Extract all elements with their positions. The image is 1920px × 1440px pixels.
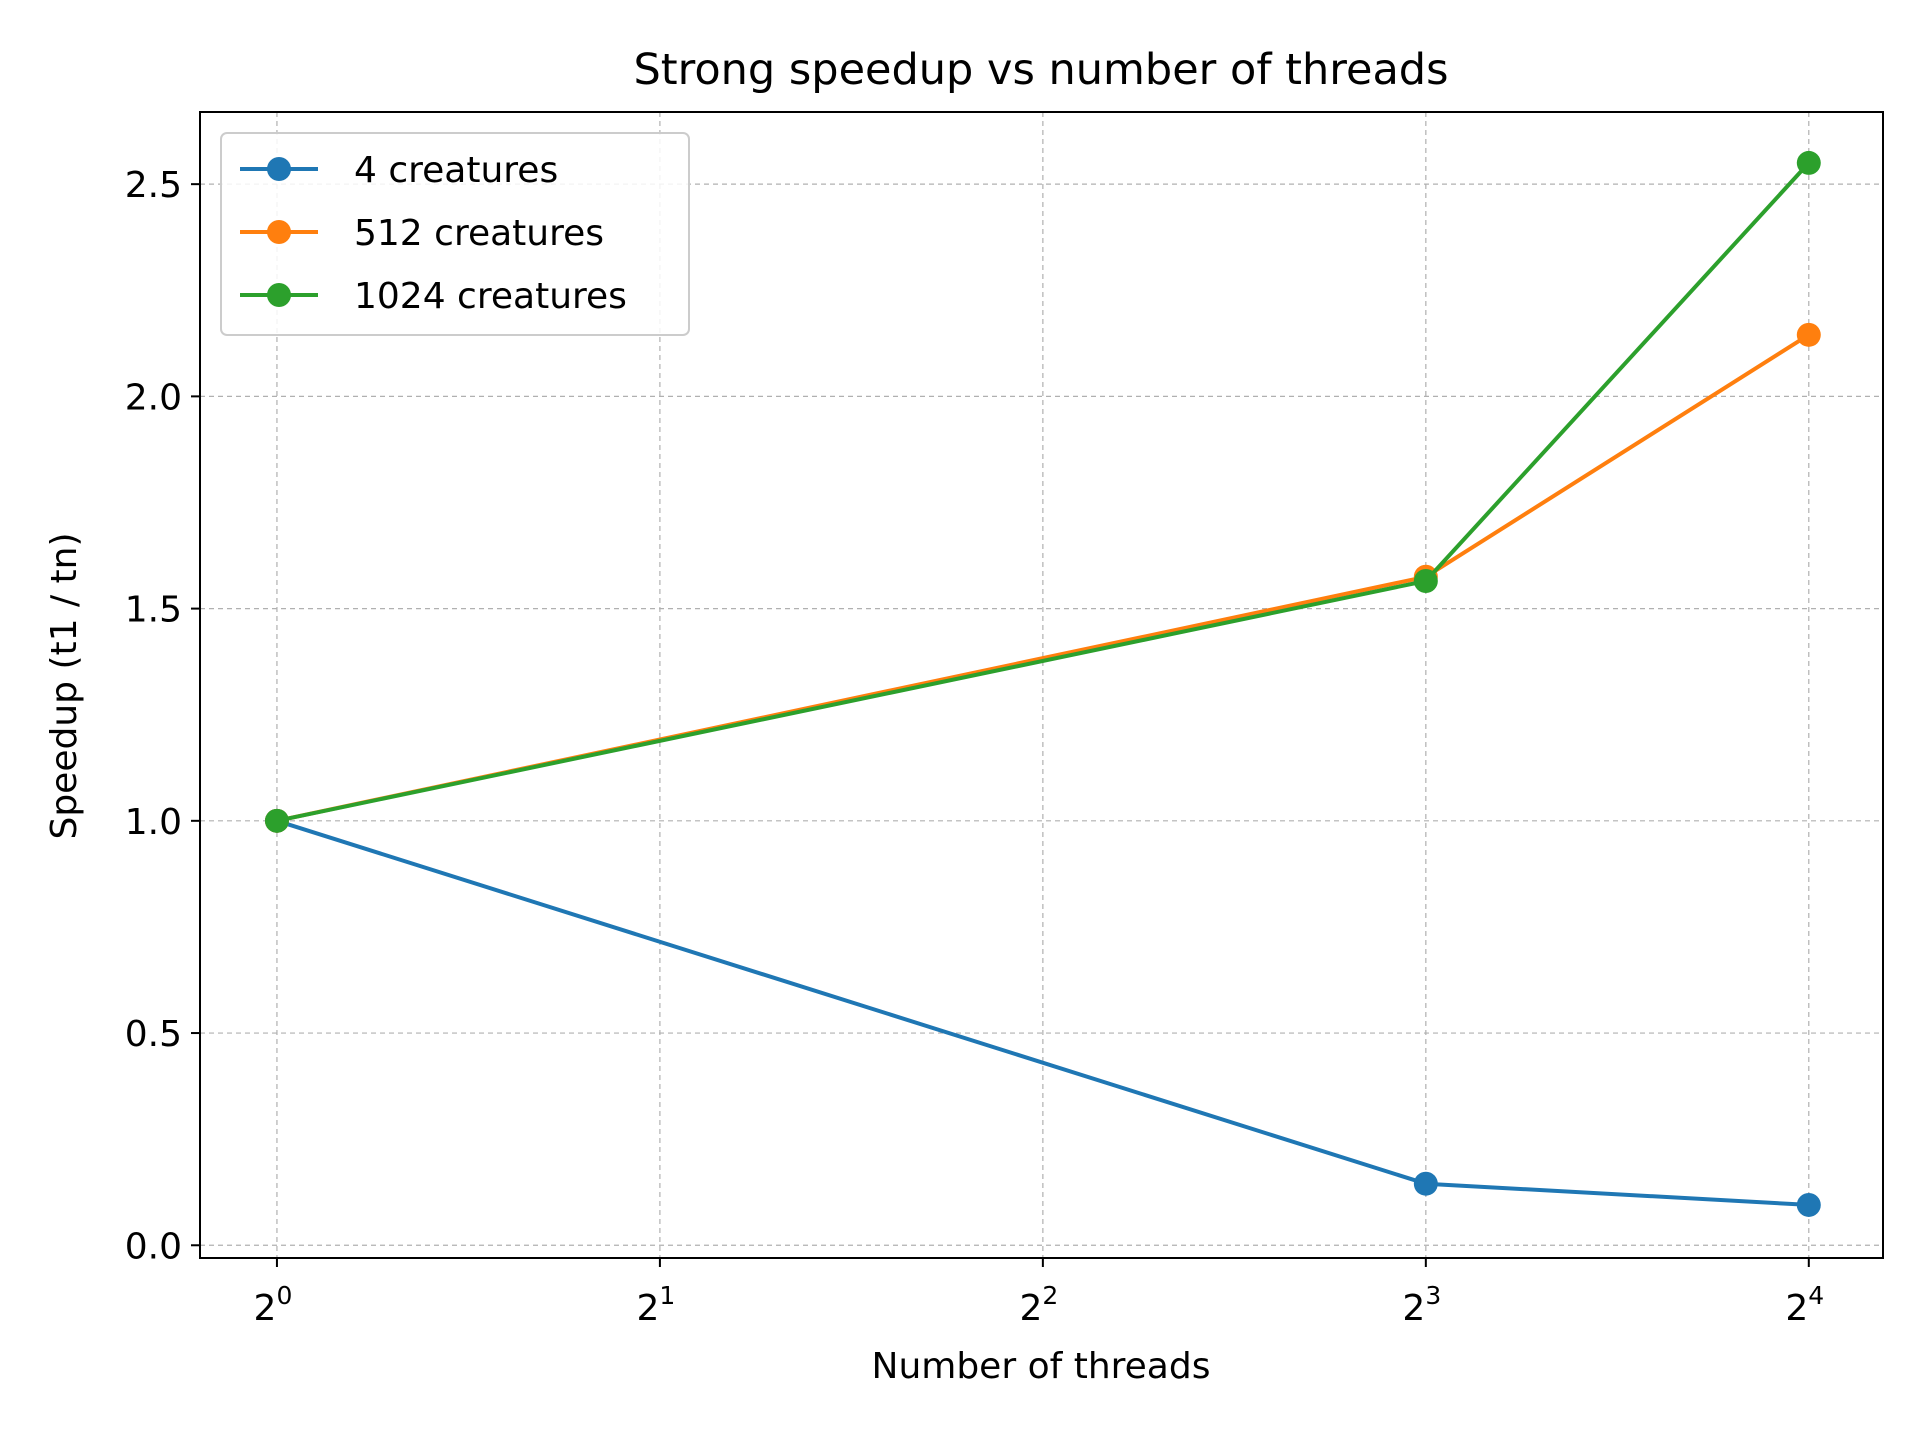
x-tick-exponent: 3 bbox=[1425, 1281, 1441, 1310]
legend-label: 4 creatures bbox=[354, 150, 558, 191]
x-tick-base: 2 bbox=[1019, 1288, 1042, 1329]
x-tick-exponent: 0 bbox=[276, 1281, 292, 1310]
y-axis-label: Speedup (t1 / tn) bbox=[44, 532, 85, 839]
plot-frame bbox=[199, 111, 1884, 1259]
y-tick-label: 0.5 bbox=[125, 1014, 182, 1055]
x-tick-exponent: 4 bbox=[1808, 1281, 1824, 1310]
legend-swatch-marker bbox=[267, 157, 291, 181]
legend-swatch-marker bbox=[267, 283, 291, 307]
y-tick-label: 0.0 bbox=[125, 1226, 182, 1267]
x-tick-base: 2 bbox=[1402, 1288, 1425, 1329]
data-point bbox=[1413, 569, 1438, 594]
legend-swatch-marker bbox=[267, 220, 291, 244]
y-tick-label: 2.0 bbox=[125, 377, 182, 418]
x-tick-exponent: 1 bbox=[659, 1281, 675, 1310]
x-tick-label: 23 bbox=[1402, 1281, 1441, 1329]
x-tick-base: 2 bbox=[254, 1288, 277, 1329]
x-tick-label: 20 bbox=[254, 1281, 293, 1329]
y-tick-label: 1.5 bbox=[125, 590, 182, 631]
x-tick-base: 2 bbox=[636, 1288, 659, 1329]
x-tick-base: 2 bbox=[1785, 1288, 1808, 1329]
data-point bbox=[1796, 322, 1821, 347]
x-tick-label: 24 bbox=[1785, 1281, 1824, 1329]
x-tick-label: 22 bbox=[1019, 1281, 1058, 1329]
plot-series bbox=[264, 150, 1821, 1217]
series-2 bbox=[264, 150, 1821, 833]
y-tick-label: 2.5 bbox=[125, 165, 182, 206]
y-tick-label: 1.0 bbox=[125, 802, 182, 843]
legend-box bbox=[220, 132, 690, 336]
legend-label: 1024 creatures bbox=[354, 276, 627, 317]
x-axis-label: Number of threads bbox=[872, 1346, 1211, 1387]
legend: 4 creatures 512 creatures 1024 creatures bbox=[220, 132, 690, 336]
axis-ticks: 20 21 22 23 240.00.51.01.52.02.5 bbox=[125, 165, 1824, 1329]
data-point bbox=[1796, 150, 1821, 175]
data-point bbox=[1796, 1192, 1821, 1217]
chart-title: Strong speedup vs number of threads bbox=[633, 45, 1448, 95]
data-point bbox=[264, 808, 289, 833]
x-tick-label: 21 bbox=[636, 1281, 675, 1329]
x-tick-exponent: 2 bbox=[1042, 1281, 1058, 1310]
data-point bbox=[1413, 1171, 1438, 1196]
legend-label: 512 creatures bbox=[354, 213, 604, 254]
